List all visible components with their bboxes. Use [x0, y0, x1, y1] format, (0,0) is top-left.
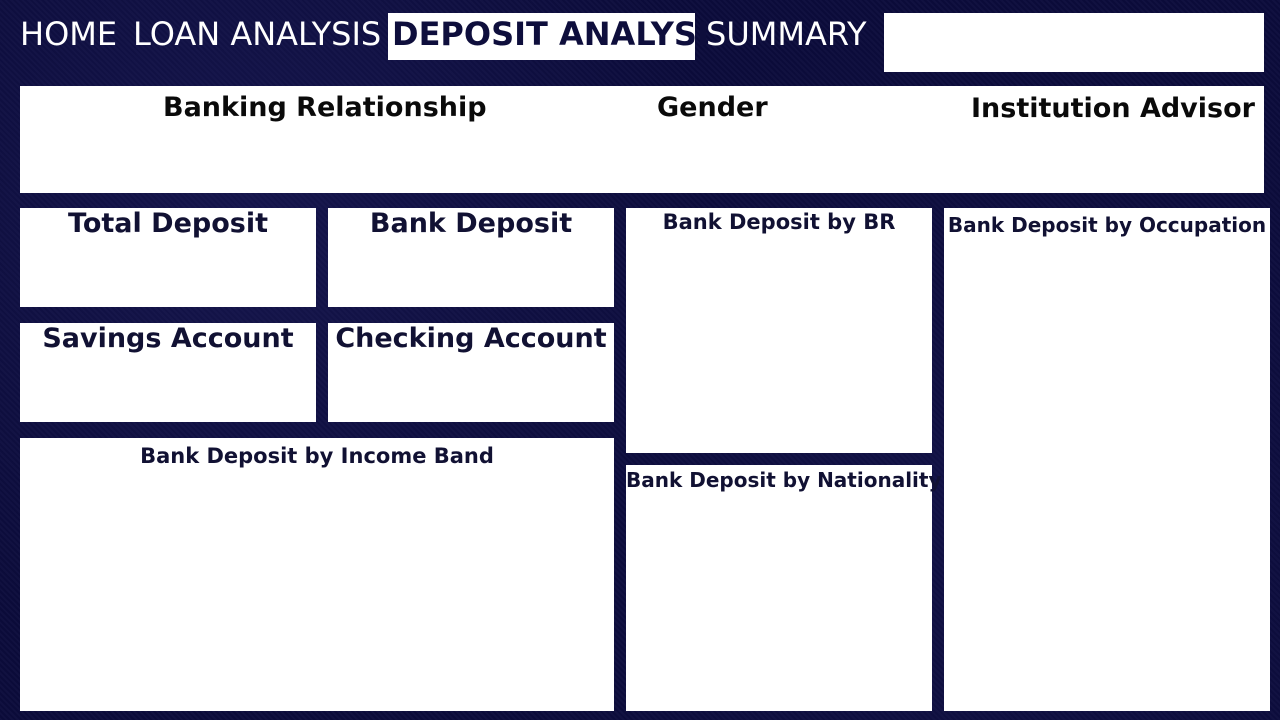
- total-deposit-title: Total Deposit: [68, 208, 268, 239]
- savings-account-card: Savings Account: [20, 323, 316, 422]
- nav-deposit-analysis[interactable]: DEPOSIT ANALYSIS: [388, 13, 732, 60]
- income-band-chart-title: Bank Deposit by Income Band: [140, 444, 494, 468]
- income-band-chart[interactable]: Bank Deposit by Income Band: [20, 438, 614, 711]
- filter-bar: Banking Relationship Gender Institution …: [20, 86, 1264, 193]
- bank-deposit-title: Bank Deposit: [369, 208, 573, 239]
- savings-account-title: Savings Account: [42, 323, 294, 354]
- banking-relationship-filter[interactable]: Banking Relationship: [163, 92, 487, 123]
- nav-home[interactable]: HOME: [20, 15, 118, 53]
- occupation-chart[interactable]: Bank Deposit by Occupation: [944, 208, 1270, 711]
- institution-advisor-filter[interactable]: Institution Advisor: [971, 93, 1255, 124]
- total-deposit-card: Total Deposit: [20, 208, 316, 307]
- checking-account-card: Checking Account: [328, 323, 614, 422]
- checking-account-title: Checking Account: [335, 323, 607, 354]
- nav-loan-analysis[interactable]: LOAN ANALYSIS: [133, 15, 382, 53]
- nav-summary[interactable]: SUMMARY: [706, 15, 867, 53]
- nationality-chart[interactable]: Bank Deposit by Nationality: [626, 465, 942, 711]
- br-chart[interactable]: Bank Deposit by BR: [626, 208, 932, 453]
- br-chart-title: Bank Deposit by BR: [662, 210, 896, 234]
- occupation-chart-title: Bank Deposit by Occupation: [947, 213, 1267, 237]
- gender-filter[interactable]: Gender: [657, 92, 768, 123]
- bank-deposit-card: Bank Deposit: [328, 208, 614, 307]
- nationality-chart-title: Bank Deposit by Nationality: [626, 468, 942, 492]
- top-right-card: [884, 13, 1264, 72]
